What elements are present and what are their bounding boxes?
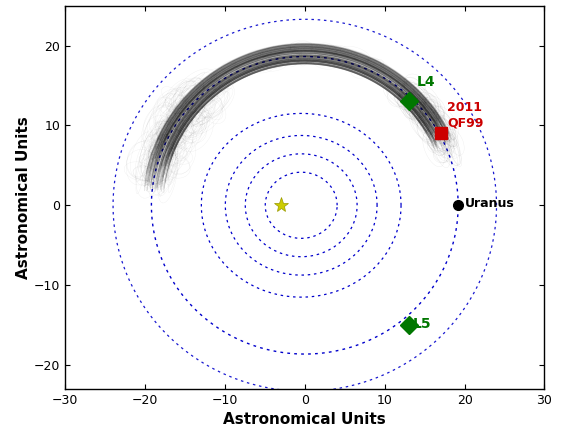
Y-axis label: Astronomical Units: Astronomical Units	[16, 116, 31, 279]
Text: L5: L5	[413, 317, 431, 330]
Text: L4: L4	[417, 75, 435, 90]
X-axis label: Astronomical Units: Astronomical Units	[224, 413, 386, 427]
Text: Uranus: Uranus	[465, 197, 514, 210]
Text: 2011
QF99: 2011 QF99	[447, 101, 484, 129]
